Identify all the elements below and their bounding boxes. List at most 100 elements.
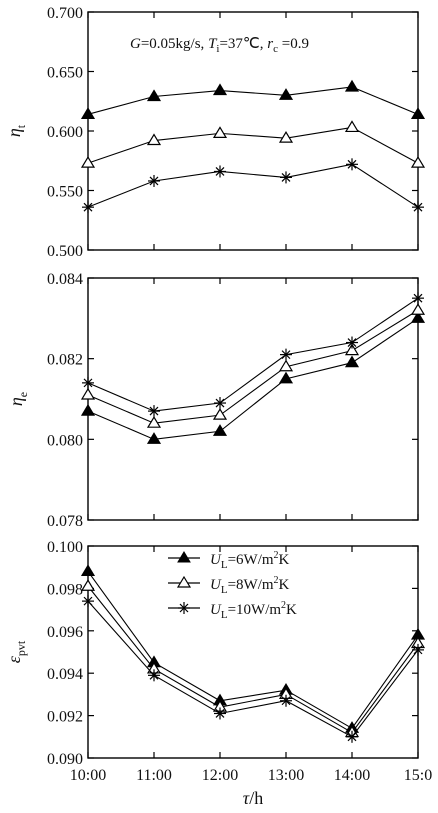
data-point-open-triangle xyxy=(80,155,96,168)
y-tick-label-eta_e: 0.080 xyxy=(47,432,83,449)
y-tick-label-eta_t: 0.650 xyxy=(47,65,83,82)
x-tick-label: 14:00 xyxy=(334,767,370,784)
condition-annotation: G=0.05kg/s, Ti=37℃, rc =0.9 xyxy=(130,36,309,55)
y-tick-label-eps_pvt: 0.090 xyxy=(47,751,83,768)
series-ul-10w-m2k-eta_t xyxy=(82,158,424,214)
data-point-open-triangle xyxy=(212,407,228,420)
series-line xyxy=(87,163,419,208)
data-point-open-triangle xyxy=(410,303,426,315)
data-point-open-triangle xyxy=(344,120,360,133)
y-tick-label-eta_e: 0.084 xyxy=(47,271,83,288)
data-point-filled-triangle xyxy=(146,432,162,444)
data-point-open-triangle xyxy=(146,133,162,146)
x-axis-label: τ/h xyxy=(243,788,263,808)
data-point-asterisk xyxy=(82,595,94,608)
series-ul-10w-m2k-eta_e xyxy=(82,292,424,418)
series-ul-8w-m2k-eta_t xyxy=(80,120,426,168)
data-point-open-triangle xyxy=(344,343,360,356)
series-line xyxy=(87,317,419,440)
series-line xyxy=(87,571,419,730)
data-point-asterisk xyxy=(82,376,94,389)
legend-label-ul10: UL=10W/m2K xyxy=(210,600,297,621)
y-tick-label-eta_e: 0.082 xyxy=(47,352,83,369)
data-point-filled-triangle xyxy=(80,403,96,416)
y-tick-label-eta_e: 0.078 xyxy=(47,513,83,530)
y-tick-label-eta_t: 0.700 xyxy=(47,5,83,22)
legend-item-ul8: UL=8W/m2K xyxy=(168,575,290,596)
data-point-open-triangle xyxy=(80,387,96,400)
data-point-asterisk xyxy=(214,397,226,410)
data-point-asterisk xyxy=(82,201,94,214)
y-axis-label-eta_t: ηt xyxy=(4,124,28,137)
panel-eta-e: 0.078 0.080 0.082 0.084 ηe xyxy=(6,271,426,530)
y-tick-label-eta_t: 0.550 xyxy=(47,184,83,201)
data-point-filled-triangle xyxy=(410,311,426,323)
panel-eta-t: 0.500 0.550 0.600 0.650 0.700 ηt xyxy=(4,5,426,260)
series-ul-6w-m2k-eta_e xyxy=(80,311,426,444)
legend-item-ul10: UL=10W/m2K xyxy=(168,600,297,621)
series-line xyxy=(87,126,419,164)
legend-marker-filled-triangle xyxy=(177,551,191,563)
data-point-open-triangle xyxy=(410,155,426,168)
data-point-asterisk xyxy=(412,201,424,214)
y-tick-label-eps_pvt: 0.092 xyxy=(47,709,83,726)
legend: UL=6W/m2K UL=8W/m2K UL=10W/m2K xyxy=(168,550,297,621)
data-point-asterisk xyxy=(346,730,358,743)
series-line xyxy=(87,86,419,115)
y-tick-label-eps_pvt: 0.096 xyxy=(47,624,83,641)
data-point-asterisk xyxy=(280,694,292,707)
y-axis-label-eta_e: ηe xyxy=(6,392,30,406)
y-tick-label-eps_pvt: 0.100 xyxy=(47,539,83,556)
y-tick-label-eta_t: 0.600 xyxy=(47,124,83,141)
data-point-asterisk xyxy=(412,292,424,305)
data-point-filled-triangle xyxy=(212,83,228,96)
panel-epsilon-pvt: 0.090 0.092 0.094 0.096 0.098 0.100 10:00 11:00… xyxy=(4,539,432,808)
legend-marker-open-triangle xyxy=(176,575,192,588)
data-point-asterisk xyxy=(214,165,226,178)
data-point-filled-triangle xyxy=(146,89,162,102)
y-tick-label-eps_pvt: 0.098 xyxy=(47,581,83,598)
x-tick-label: 11:00 xyxy=(136,767,172,784)
series-ul-6w-m2k-eta_t xyxy=(80,79,426,119)
x-tick-label: 13:00 xyxy=(268,767,304,784)
data-point-asterisk xyxy=(280,171,292,184)
series-ul-8w-m2k-eta_e xyxy=(80,303,426,428)
data-point-asterisk xyxy=(412,643,424,656)
data-point-filled-triangle xyxy=(80,564,96,577)
x-tick-label: 15:0 xyxy=(404,767,432,784)
data-point-open-triangle xyxy=(212,126,228,138)
legend-marker-asterisk xyxy=(178,602,190,614)
data-point-asterisk xyxy=(346,158,358,171)
series-line xyxy=(87,600,419,738)
data-point-asterisk xyxy=(280,348,292,361)
y-tick-label-eps_pvt: 0.094 xyxy=(47,666,83,683)
data-point-asterisk xyxy=(346,336,358,349)
series-line xyxy=(87,297,419,412)
data-point-filled-triangle xyxy=(80,107,96,119)
legend-item-ul6: UL=6W/m2K xyxy=(168,550,290,571)
data-point-filled-triangle xyxy=(410,107,426,119)
data-point-filled-triangle xyxy=(278,88,294,100)
series-line xyxy=(87,309,419,424)
data-point-asterisk xyxy=(214,707,226,720)
data-point-asterisk xyxy=(148,669,160,682)
data-point-filled-triangle xyxy=(344,355,360,368)
data-point-asterisk xyxy=(148,174,160,187)
data-point-filled-triangle xyxy=(212,424,228,436)
data-point-open-triangle xyxy=(278,359,294,372)
data-point-filled-triangle xyxy=(344,79,360,92)
plot-frame-eta_e xyxy=(87,277,419,521)
data-point-open-triangle xyxy=(278,130,294,143)
x-tick-label: 12:00 xyxy=(202,767,238,784)
legend-label-ul8: UL=8W/m2K xyxy=(210,575,290,596)
data-point-open-triangle xyxy=(146,416,162,428)
y-tick-label-eta_t: 0.500 xyxy=(47,243,83,260)
data-point-asterisk xyxy=(148,405,160,418)
x-tick-label: 10:00 xyxy=(70,767,106,784)
data-point-filled-triangle xyxy=(278,371,294,384)
legend-label-ul6: UL=6W/m2K xyxy=(210,550,290,571)
y-axis-label-eps_pvt: εpvt xyxy=(4,640,28,663)
series-line xyxy=(87,585,419,734)
series-ul-10w-m2k-eps_pvt xyxy=(82,595,424,743)
